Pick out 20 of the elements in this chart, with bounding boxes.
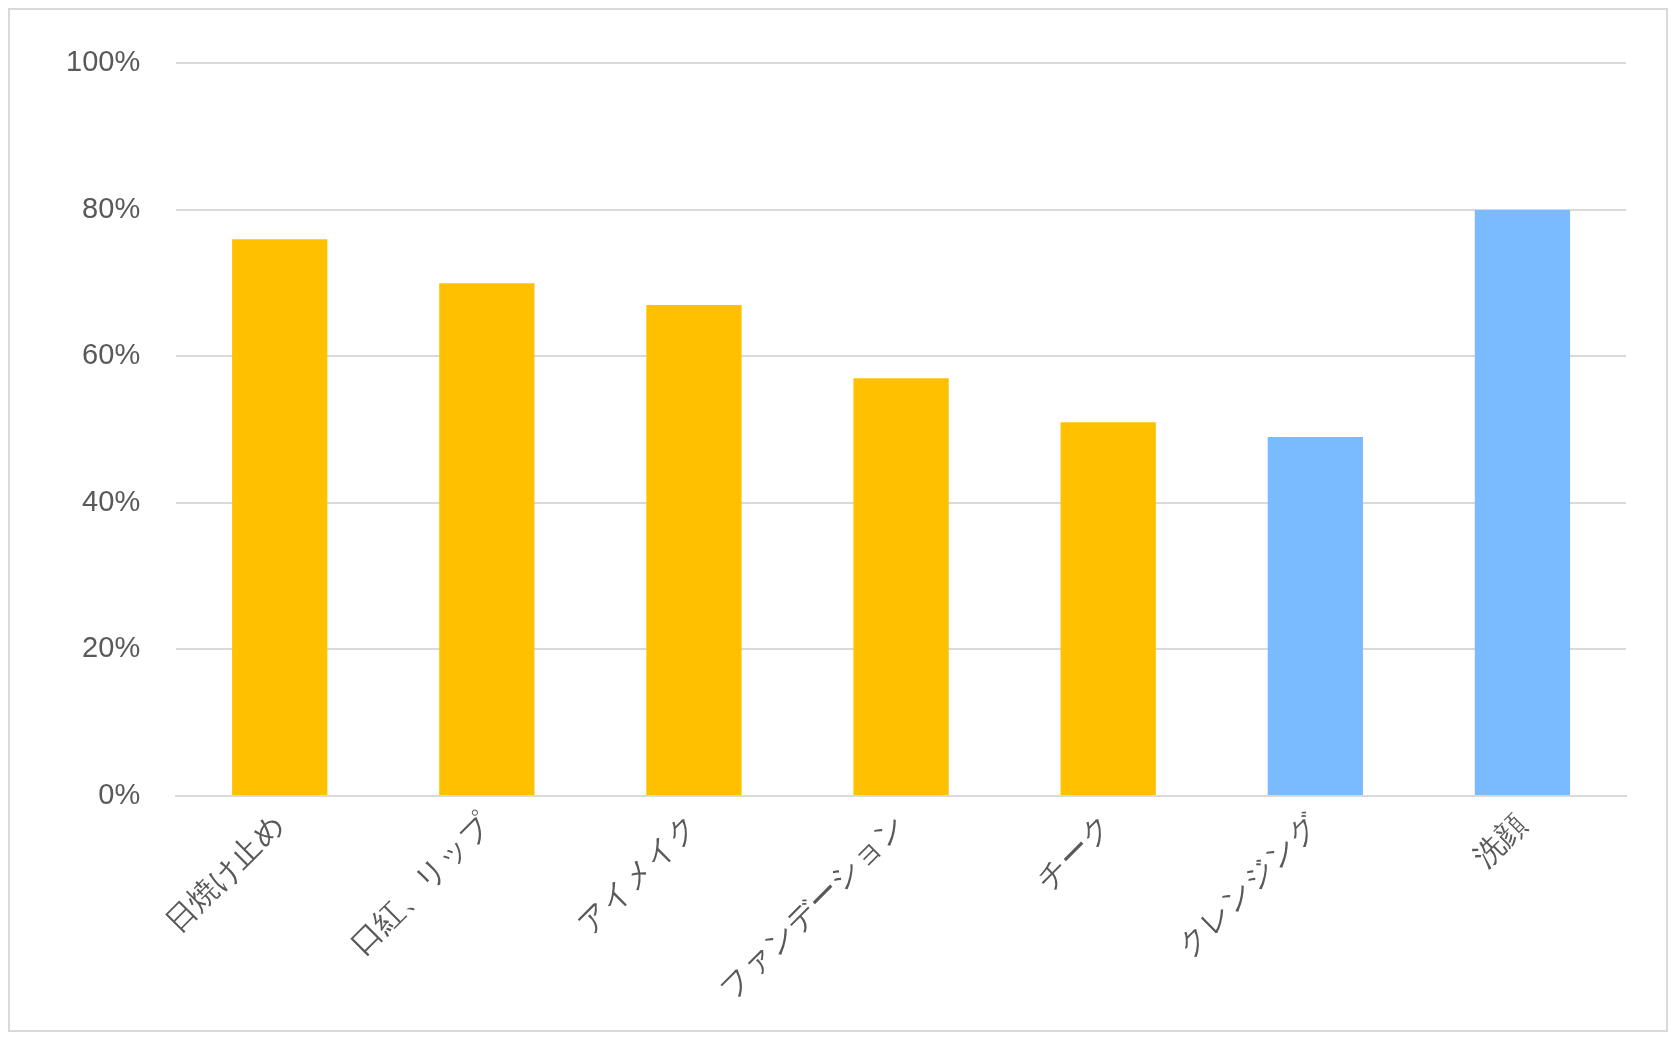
y-tick-label: 60% [82, 338, 141, 371]
x-tick-label: 洗顔 [1466, 807, 1533, 874]
y-tick-label: 0% [98, 777, 141, 810]
y-tick-label: 80% [82, 191, 141, 224]
x-tick-label: 日焼け止め [159, 807, 290, 939]
bar [1474, 209, 1571, 795]
x-tick-label: アイメイク [571, 807, 705, 941]
x-tick-label: チーク [1029, 807, 1119, 896]
x-tick-label: ファンデーション [713, 807, 912, 1006]
bar [853, 378, 949, 795]
y-tick-label: 40% [82, 484, 141, 517]
bar [1267, 436, 1363, 795]
bar [232, 239, 328, 795]
y-tick-label: 100% [66, 45, 141, 78]
bar [646, 305, 742, 795]
x-tick-label: 口紅、リップ [344, 807, 497, 961]
bar [439, 283, 535, 795]
x-tick-label: クレンジング [1170, 807, 1326, 963]
bar [1060, 422, 1156, 795]
y-tick-label: 20% [82, 631, 141, 664]
